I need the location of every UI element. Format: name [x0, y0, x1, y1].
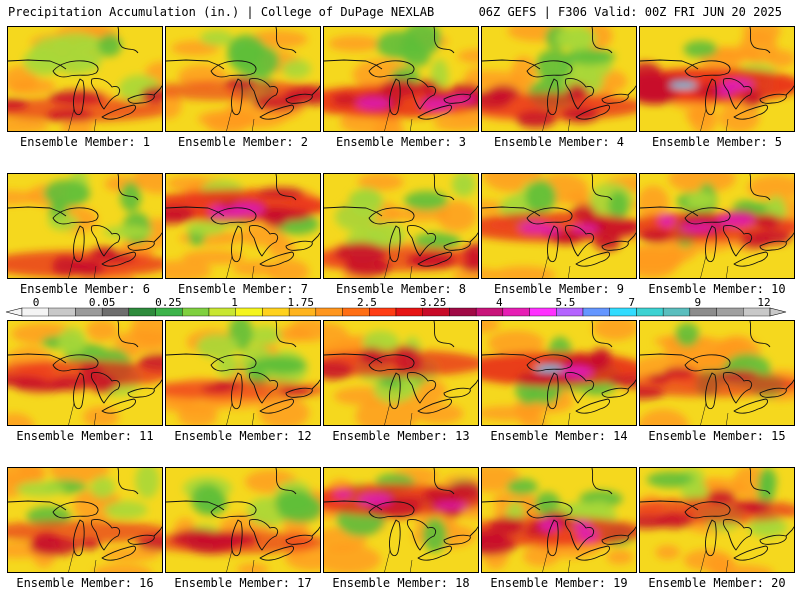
- ensemble-map-panel: [323, 173, 479, 279]
- ensemble-map-panel: [323, 26, 479, 132]
- ensemble-map-panel: [639, 320, 795, 426]
- colorbar-tick-label: 3.25: [419, 296, 447, 309]
- precip-colorbar: [5, 307, 787, 317]
- ensemble-member-label: Ensemble Member: 18: [332, 576, 470, 590]
- ensemble-map-panel: [639, 26, 795, 132]
- precip-map: [324, 321, 478, 425]
- ensemble-member-label: Ensemble Member: 9: [493, 282, 625, 296]
- colorbar-tick-label: 12: [757, 296, 771, 309]
- ensemble-member-label: Ensemble Member: 2: [177, 135, 309, 149]
- precip-map: [482, 468, 636, 572]
- precip-map: [8, 27, 162, 131]
- ensemble-map-panel: [481, 320, 637, 426]
- ensemble-member-label: Ensemble Member: 4: [493, 135, 625, 149]
- ensemble-member-label: Ensemble Member: 12: [174, 429, 312, 443]
- colorbar-tick-label: 0.05: [88, 296, 116, 309]
- colorbar-tick-label: 1: [231, 296, 238, 309]
- colorbar-tick-label: 0: [32, 296, 40, 309]
- precip-map: [166, 174, 320, 278]
- ensemble-map-panel: [481, 26, 637, 132]
- ensemble-map-panel: [165, 173, 321, 279]
- ensemble-map-panel: [323, 320, 479, 426]
- ensemble-member-label: Ensemble Member: 14: [490, 429, 628, 443]
- ensemble-member-label: Ensemble Member: 19: [490, 576, 628, 590]
- ensemble-map-panel: [7, 320, 163, 426]
- precip-map: [8, 174, 162, 278]
- ensemble-map-panel: [165, 467, 321, 573]
- ensemble-member-label: Ensemble Member: 1: [19, 135, 151, 149]
- ensemble-map-panel: [481, 467, 637, 573]
- ensemble-map-panel: [323, 467, 479, 573]
- precip-map: [640, 27, 794, 131]
- precip-map: [166, 468, 320, 572]
- precip-map: [482, 27, 636, 131]
- ensemble-member-label: Ensemble Member: 16: [16, 576, 154, 590]
- precip-map: [8, 468, 162, 572]
- ensemble-map-panel: [639, 173, 795, 279]
- precip-map: [324, 174, 478, 278]
- precip-map: [166, 321, 320, 425]
- ensemble-map-panel: [7, 26, 163, 132]
- ensemble-member-label: Ensemble Member: 10: [648, 282, 786, 296]
- precip-map: [640, 174, 794, 278]
- colorbar-tick-label: 9: [694, 296, 702, 309]
- ensemble-member-label: Ensemble Member: 7: [177, 282, 309, 296]
- ensemble-member-label: Ensemble Member: 6: [19, 282, 151, 296]
- model-run-info: 06Z GEFS | F306 Valid: 00Z FRI JUN 20 20…: [478, 5, 782, 19]
- ensemble-map-panel: [639, 467, 795, 573]
- colorbar-tick-label: 5.5: [555, 296, 576, 309]
- ensemble-member-label: Ensemble Member: 15: [648, 429, 786, 443]
- ensemble-member-label: Ensemble Member: 3: [335, 135, 467, 149]
- precip-map: [324, 468, 478, 572]
- colorbar-tick-label: 0.25: [155, 296, 182, 309]
- ensemble-member-label: Ensemble Member: 8: [335, 282, 467, 296]
- precip-map: [482, 174, 636, 278]
- precip-map: [324, 27, 478, 131]
- colorbar-tick-label: 2.5: [356, 296, 377, 309]
- precip-map: [166, 27, 320, 131]
- ensemble-map-panel: [481, 173, 637, 279]
- ensemble-member-label: Ensemble Member: 5: [651, 135, 783, 149]
- ensemble-map-panel: [165, 26, 321, 132]
- page-title: Precipitation Accumulation (in.) | Colle…: [8, 5, 435, 19]
- colorbar-tick-label: 7: [628, 296, 635, 309]
- precip-map: [640, 468, 794, 572]
- ensemble-member-label: Ensemble Member: 20: [648, 576, 786, 590]
- ensemble-map-panel: [7, 173, 163, 279]
- colorbar-tick-label: 4: [495, 296, 503, 309]
- ensemble-member-label: Ensemble Member: 17: [174, 576, 312, 590]
- colorbar-tick-label: 1.75: [287, 296, 314, 309]
- precip-map: [8, 321, 162, 425]
- ensemble-map-panel: [165, 320, 321, 426]
- ensemble-member-label: Ensemble Member: 13: [332, 429, 470, 443]
- ensemble-map-panel: [7, 467, 163, 573]
- ensemble-member-label: Ensemble Member: 11: [16, 429, 154, 443]
- precip-map: [482, 321, 636, 425]
- precip-map: [640, 321, 794, 425]
